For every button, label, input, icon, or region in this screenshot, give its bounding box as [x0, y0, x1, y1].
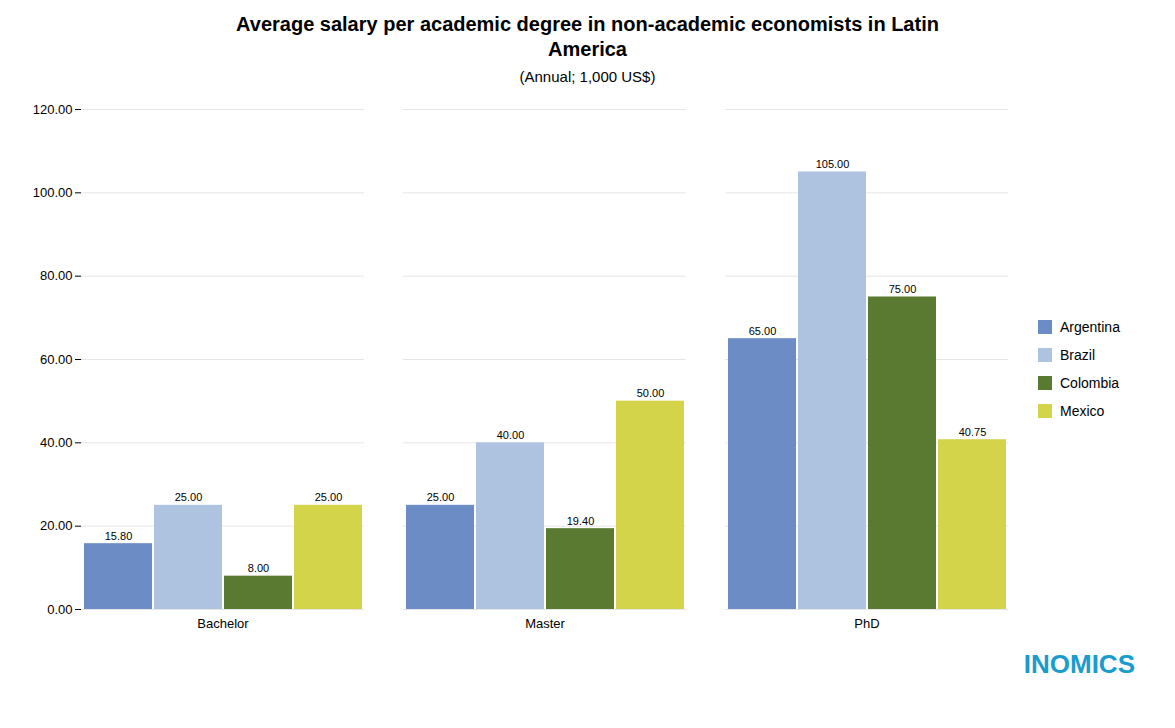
svg-text:40.00: 40.00	[40, 435, 73, 450]
svg-text:Bachelor: Bachelor	[197, 616, 249, 631]
svg-text:60.00: 60.00	[40, 352, 73, 367]
svg-text:Master: Master	[525, 616, 565, 631]
html-text:Argentina: Argentina	[1060, 319, 1120, 335]
html-text:Average salary per academic de: Average salary per academic degree in no…	[236, 13, 939, 60]
svg-text:0.00: 0.00	[47, 602, 72, 617]
svg-text:15.80: 15.80	[105, 530, 133, 542]
svg-text:100.00: 100.00	[33, 185, 73, 200]
svg-text:25.00: 25.00	[427, 491, 455, 503]
html-text:INOMICS: INOMICS	[1023, 649, 1135, 679]
svg-text:120.00: 120.00	[33, 102, 73, 117]
svg-text:25.00: 25.00	[315, 491, 343, 503]
svg-text:8.00: 8.00	[248, 562, 269, 574]
svg-text:80.00: 80.00	[40, 268, 73, 283]
svg-text:50.00: 50.00	[637, 387, 665, 399]
svg-text:65.00: 65.00	[749, 325, 777, 337]
svg-text:40.00: 40.00	[497, 429, 525, 441]
svg-text:20.00: 20.00	[40, 518, 73, 533]
html-text:Mexico: Mexico	[1060, 403, 1105, 419]
html-text:Brazil: Brazil	[1060, 347, 1095, 363]
svg-text:25.00: 25.00	[175, 491, 203, 503]
svg-text:PhD: PhD	[854, 616, 879, 631]
svg-text:75.00: 75.00	[889, 283, 917, 295]
svg-text:40.75: 40.75	[959, 426, 987, 438]
html-text:(Annual; 1,000 US$): (Annual; 1,000 US$)	[519, 68, 656, 85]
html-text:Colombia: Colombia	[1060, 375, 1120, 391]
svg-text:105.00: 105.00	[816, 158, 850, 170]
svg-text:19.40: 19.40	[567, 515, 595, 527]
